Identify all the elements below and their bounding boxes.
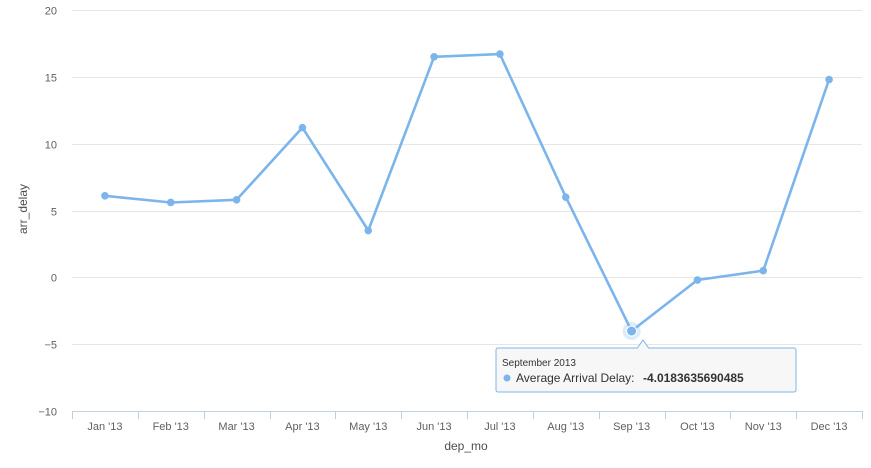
tooltip-pointer <box>636 339 650 349</box>
tooltip-value: -4.0183635690485 <box>643 371 744 385</box>
x-tick-label: Jun '13 <box>417 421 452 433</box>
y-tick-label: −10 <box>38 407 57 419</box>
data-point[interactable] <box>364 226 373 235</box>
series-line <box>103 52 831 333</box>
x-tick-label: Apr '13 <box>285 421 320 433</box>
data-point[interactable] <box>101 191 109 200</box>
y-tick-labels: −10 −5 0 5 10 15 20 <box>38 6 57 419</box>
data-point[interactable] <box>298 123 307 132</box>
data-point[interactable] <box>496 50 504 58</box>
tooltip-series-row: Average Arrival Delay: -4.0183635690485 <box>516 369 744 386</box>
x-tick-labels: Jan '13 Feb '13 Mar '13 Apr '13 May '13 Jun '… <box>87 421 847 433</box>
data-point[interactable] <box>430 52 438 61</box>
x-tick-label: Nov '13 <box>745 421 782 433</box>
y-tick-label: −5 <box>44 340 57 352</box>
x-tick-label: Aug '13 <box>547 421 584 433</box>
y-tick-label: 5 <box>51 207 57 219</box>
x-tick-label: Dec '13 <box>811 421 848 433</box>
x-tick-label: Oct '13 <box>680 421 715 433</box>
data-point[interactable] <box>561 193 570 201</box>
tooltip-series-label: Average Arrival Delay: <box>516 371 635 385</box>
x-tick-label: Mar '13 <box>218 421 254 433</box>
data-point[interactable] <box>825 75 833 84</box>
axes <box>72 411 863 419</box>
x-tick-label: Feb '13 <box>153 421 189 433</box>
data-point[interactable] <box>232 196 241 204</box>
x-tick-label: May '13 <box>349 421 387 433</box>
data-point[interactable] <box>693 276 702 284</box>
x-tick-label: Jan '13 <box>87 421 122 433</box>
tooltip-title: September 2013 <box>502 358 576 369</box>
y-tick-label: 20 <box>45 6 57 18</box>
tooltip: September 2013 Average Arrival Delay: -4… <box>495 339 797 393</box>
y-tick-label: 10 <box>45 140 57 152</box>
data-point[interactable] <box>759 266 768 275</box>
tooltip-box <box>495 347 797 393</box>
y-tick-label: 0 <box>51 273 57 285</box>
tooltip-series-marker <box>503 374 511 382</box>
x-tick-label: Jul '13 <box>484 421 515 433</box>
y-tick-label: 15 <box>45 73 57 85</box>
x-tick-label: Sep '13 <box>613 421 650 433</box>
series-group <box>101 50 833 341</box>
data-point[interactable] <box>626 325 638 337</box>
y-axis-title: arr_delay <box>16 184 30 234</box>
grid-lines <box>72 10 862 345</box>
data-point[interactable] <box>166 198 175 207</box>
x-axis-title: dep_mo <box>444 439 488 453</box>
